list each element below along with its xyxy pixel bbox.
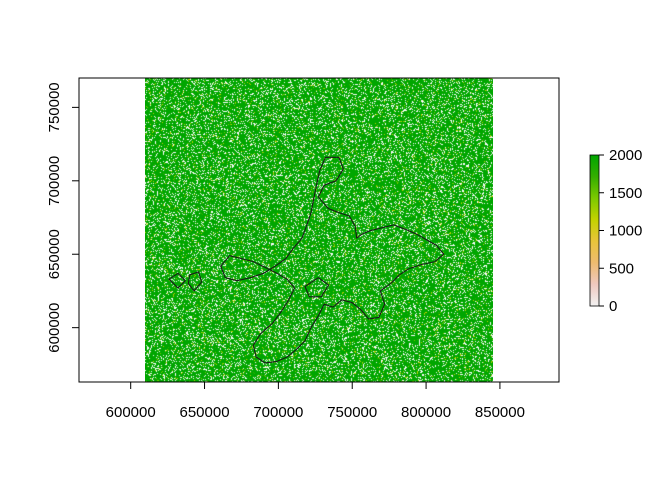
x-tick-label: 750000 bbox=[327, 404, 377, 421]
boundary-outline-main bbox=[220, 156, 445, 364]
plot-panel bbox=[78, 77, 560, 383]
raster-layer bbox=[145, 78, 493, 382]
boundary-outline-island bbox=[187, 271, 203, 292]
boundary-outline-layer bbox=[168, 156, 445, 364]
x-tick-label: 650000 bbox=[180, 404, 230, 421]
x-tick-label: 850000 bbox=[475, 404, 525, 421]
y-axis: 600000 650000 700000 750000 bbox=[46, 82, 80, 353]
boundary-outline-island bbox=[168, 272, 186, 289]
boundary-outline-island bbox=[304, 277, 330, 298]
legend-tick-label: 1000 bbox=[609, 223, 642, 240]
x-axis: 600000 650000 700000 750000 800000 850000 bbox=[106, 381, 525, 421]
legend-color-bar bbox=[589, 154, 600, 307]
y-tick-label: 700000 bbox=[46, 156, 63, 206]
legend-tick-label: 1500 bbox=[609, 185, 642, 202]
x-tick-label: 800000 bbox=[401, 404, 451, 421]
x-tick-label: 600000 bbox=[106, 404, 156, 421]
y-tick-label: 750000 bbox=[46, 82, 63, 132]
raster-cells bbox=[145, 78, 493, 382]
legend-tick-label: 500 bbox=[609, 260, 634, 277]
x-tick-label: 700000 bbox=[253, 404, 303, 421]
y-tick-label: 650000 bbox=[46, 229, 63, 279]
legend-tick-label: 2000 bbox=[609, 147, 642, 164]
legend-tick-label: 0 bbox=[609, 298, 617, 315]
y-tick-label: 600000 bbox=[46, 303, 63, 353]
color-legend: 0 500 1000 1500 2000 bbox=[589, 147, 642, 315]
